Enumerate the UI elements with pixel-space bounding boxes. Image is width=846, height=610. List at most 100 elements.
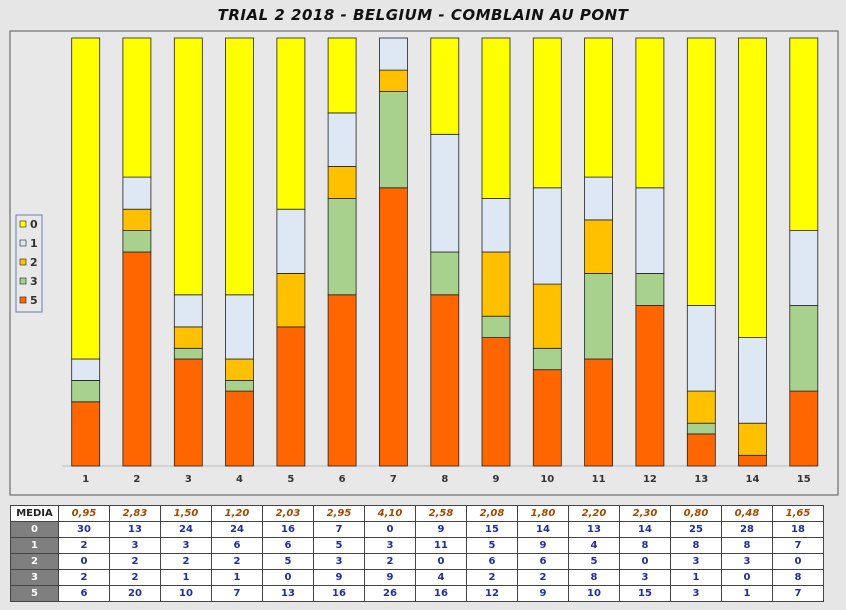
table-cell: 28 (721, 521, 773, 538)
row-header-media: MEDIA (10, 505, 59, 522)
bar-12-series-1 (635, 187, 665, 274)
legend-label-0: 0 (30, 218, 38, 231)
table-cell: 25 (670, 521, 722, 538)
x-tick-label: 3 (185, 474, 192, 485)
x-tick-label: 2 (133, 474, 140, 485)
legend-swatch-2 (19, 258, 27, 266)
table-cell: 9 (313, 569, 365, 586)
bar-15-series-3 (789, 305, 819, 392)
table-cell: 0 (58, 553, 110, 570)
table-cell: 14 (517, 521, 569, 538)
bar-4-series-5 (225, 390, 254, 467)
table-cell: 7 (211, 585, 263, 602)
bar-14-series-1 (738, 337, 767, 424)
legend-swatch-0 (19, 220, 27, 228)
table-cell: 16 (262, 521, 314, 538)
x-tick-label: 10 (540, 474, 554, 485)
bar-10-series-2 (532, 283, 562, 349)
media-cell: 1,65 (772, 505, 824, 522)
bar-11-series-0 (584, 37, 613, 178)
bar-11-series-3 (584, 272, 613, 360)
bar-1-series-0 (71, 37, 101, 360)
bar-7-series-3 (378, 91, 408, 189)
table-cell: 8 (568, 569, 620, 586)
bar-13-series-2 (686, 390, 716, 424)
x-tick-label: 4 (236, 474, 243, 485)
table-cell: 7 (313, 521, 365, 538)
table-cell: 0 (619, 553, 671, 570)
table-cell: 2 (160, 553, 212, 570)
bar-7-series-5 (378, 187, 408, 467)
table-cell: 2 (517, 569, 569, 586)
bar-6-series-3 (327, 198, 357, 296)
bar-1-series-5 (71, 401, 101, 467)
table-cell: 8 (619, 537, 671, 554)
table-cell: 13 (262, 585, 314, 602)
table-cell: 12 (466, 585, 518, 602)
table-cell: 7 (772, 537, 824, 554)
table-cell: 18 (772, 521, 824, 538)
bar-9-series-0 (481, 37, 511, 199)
table-cell: 3 (160, 537, 212, 554)
bar-13-series-1 (686, 305, 716, 392)
bar-12-series-5 (635, 305, 665, 467)
table-cell: 0 (721, 569, 773, 586)
legend-swatch-1 (19, 239, 27, 247)
bar-9-series-5 (481, 337, 511, 467)
table-cell: 10 (568, 585, 620, 602)
table-cell: 13 (568, 521, 620, 538)
bar-3-series-3 (173, 347, 203, 360)
table-cell: 3 (313, 553, 365, 570)
table-cell: 3 (364, 537, 416, 554)
table-cell: 9 (517, 537, 569, 554)
legend-swatch-3 (19, 277, 27, 285)
media-cell: 0,80 (670, 505, 722, 522)
bar-8-series-1 (430, 133, 460, 253)
table-cell: 7 (772, 585, 824, 602)
bar-8-series-5 (430, 294, 460, 467)
legend-label-2: 2 (30, 256, 38, 269)
bar-9-series-1 (481, 198, 511, 253)
legend-frame (15, 214, 43, 313)
bar-8-series-0 (430, 37, 460, 135)
table-cell: 9 (415, 521, 467, 538)
table-cell: 1 (721, 585, 773, 602)
table-cell: 5 (466, 537, 518, 554)
table-cell: 8 (721, 537, 773, 554)
bar-4-series-0 (225, 37, 254, 296)
chart-title: TRIAL 2 2018 - BELGIUM - COMBLAIN AU PON… (217, 6, 629, 24)
bar-6-series-5 (327, 294, 357, 467)
bar-11-series-1 (584, 176, 613, 221)
legend-label-3: 3 (30, 275, 38, 288)
bar-9-series-3 (481, 315, 511, 339)
table-cell: 8 (670, 537, 722, 554)
bar-2-series-1 (122, 176, 152, 210)
table-cell: 3 (721, 553, 773, 570)
bar-4-series-3 (225, 379, 254, 392)
bar-15-series-5 (789, 390, 819, 467)
table-cell: 4 (415, 569, 467, 586)
table-cell: 0 (772, 553, 824, 570)
x-tick-label: 6 (339, 474, 346, 485)
table-cell: 3 (670, 553, 722, 570)
table-cell: 2 (364, 553, 416, 570)
bar-7-series-2 (378, 69, 408, 92)
table-cell: 16 (415, 585, 467, 602)
table-cell: 6 (211, 537, 263, 554)
media-cell: 2,83 (109, 505, 161, 522)
x-tick-label: 9 (493, 474, 500, 485)
row-header-1: 1 (10, 537, 59, 554)
media-cell: 4,10 (364, 505, 416, 522)
media-cell: 2,08 (466, 505, 518, 522)
bar-3-series-5 (173, 358, 203, 467)
bar-9-series-2 (481, 251, 511, 317)
table-cell: 3 (670, 585, 722, 602)
bar-2-series-5 (122, 251, 152, 467)
table-cell: 20 (109, 585, 161, 602)
bar-5-series-5 (276, 326, 306, 467)
table-cell: 11 (415, 537, 467, 554)
table-row-5: 5 6 20 10 7 13 16 26 16 12 9 10 15 3 1 7 (10, 585, 824, 602)
bar-11-series-2 (584, 219, 613, 274)
bar-6-series-0 (327, 37, 357, 114)
